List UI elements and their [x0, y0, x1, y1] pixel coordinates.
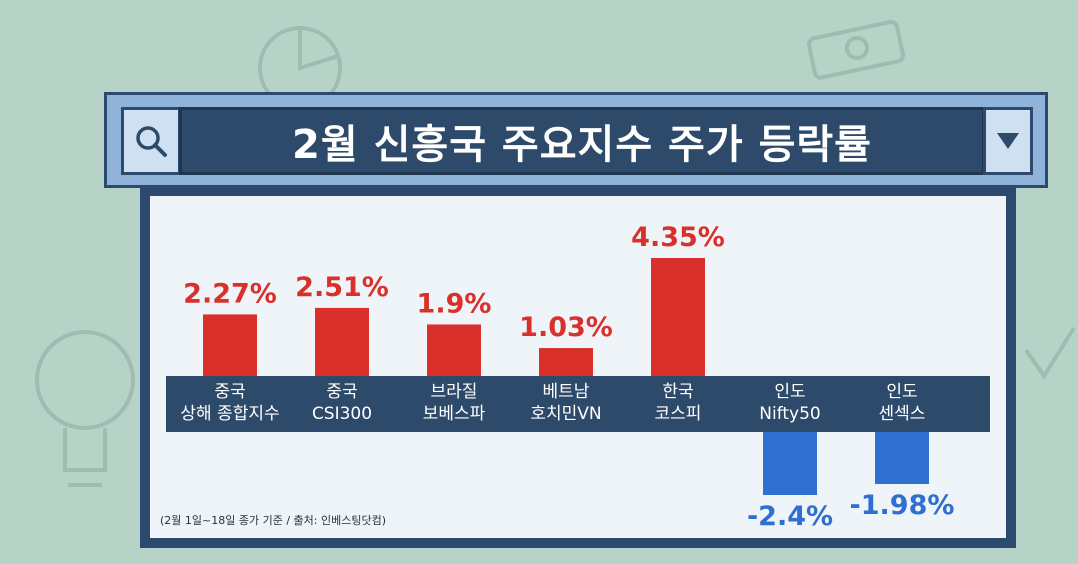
- data-label: -2.4%: [747, 501, 833, 532]
- category-label: 보베스파: [423, 404, 486, 424]
- bar: [539, 348, 593, 376]
- category-label: 인도: [774, 382, 805, 402]
- lightbulb-doodle-icon: [35, 330, 135, 487]
- money-doodle-icon: [806, 19, 906, 80]
- data-label: 4.35%: [631, 222, 725, 253]
- category-label: 코스피: [655, 404, 702, 424]
- category-band: [166, 376, 990, 432]
- data-label: 1.9%: [417, 288, 492, 319]
- category-label: 센섹스: [879, 404, 926, 424]
- category-label: 베트남: [543, 382, 590, 402]
- category-label: 브라질: [431, 382, 478, 402]
- search-icon: [136, 126, 167, 157]
- category-label: 중국: [326, 382, 357, 402]
- data-label: 2.51%: [295, 272, 389, 303]
- data-label: -1.98%: [850, 490, 955, 521]
- chart-title: 2월 신흥국 주요지수 주가 등락률: [292, 122, 872, 168]
- bar: [875, 432, 929, 484]
- category-label: 인도: [886, 382, 917, 402]
- data-label: 1.03%: [519, 312, 613, 343]
- category-label: 호치민VN: [530, 404, 601, 424]
- bar: [427, 324, 481, 376]
- checkmark-doodle-icon: [1024, 326, 1076, 380]
- chevron-down-icon: [997, 133, 1019, 149]
- category-label: 상해 종합지수: [180, 404, 279, 424]
- bar: [763, 432, 817, 495]
- data-label: 2.27%: [183, 278, 277, 309]
- chart-area: 2.27% 중국 상해 종합지수 2.51% 중국 CSI300 1.9% 브라질 보베스파 1.…: [150, 196, 1006, 538]
- bar: [651, 258, 705, 376]
- category-label: 중국: [214, 382, 245, 402]
- pie-chart-doodle-icon: [258, 26, 342, 98]
- bar: [315, 307, 369, 376]
- source-note: (2월 1일~18일 종가 기준 / 출처: 인베스팅닷컴): [160, 514, 386, 527]
- bar: [203, 314, 257, 376]
- category-label: CSI300: [312, 404, 372, 424]
- dropdown-button[interactable]: [983, 107, 1033, 175]
- search-button[interactable]: [121, 107, 181, 175]
- chart-panel: 2.27% 중국 상해 종합지수 2.51% 중국 CSI300 1.9% 브라질 보베스파 1.…: [140, 186, 1016, 548]
- title-bar: 2월 신흥국 주요지수 주가 등락률: [104, 92, 1048, 188]
- category-label: 한국: [662, 382, 693, 402]
- title-band: 2월 신흥국 주요지수 주가 등락률: [179, 107, 985, 175]
- category-label: Nifty50: [759, 404, 820, 424]
